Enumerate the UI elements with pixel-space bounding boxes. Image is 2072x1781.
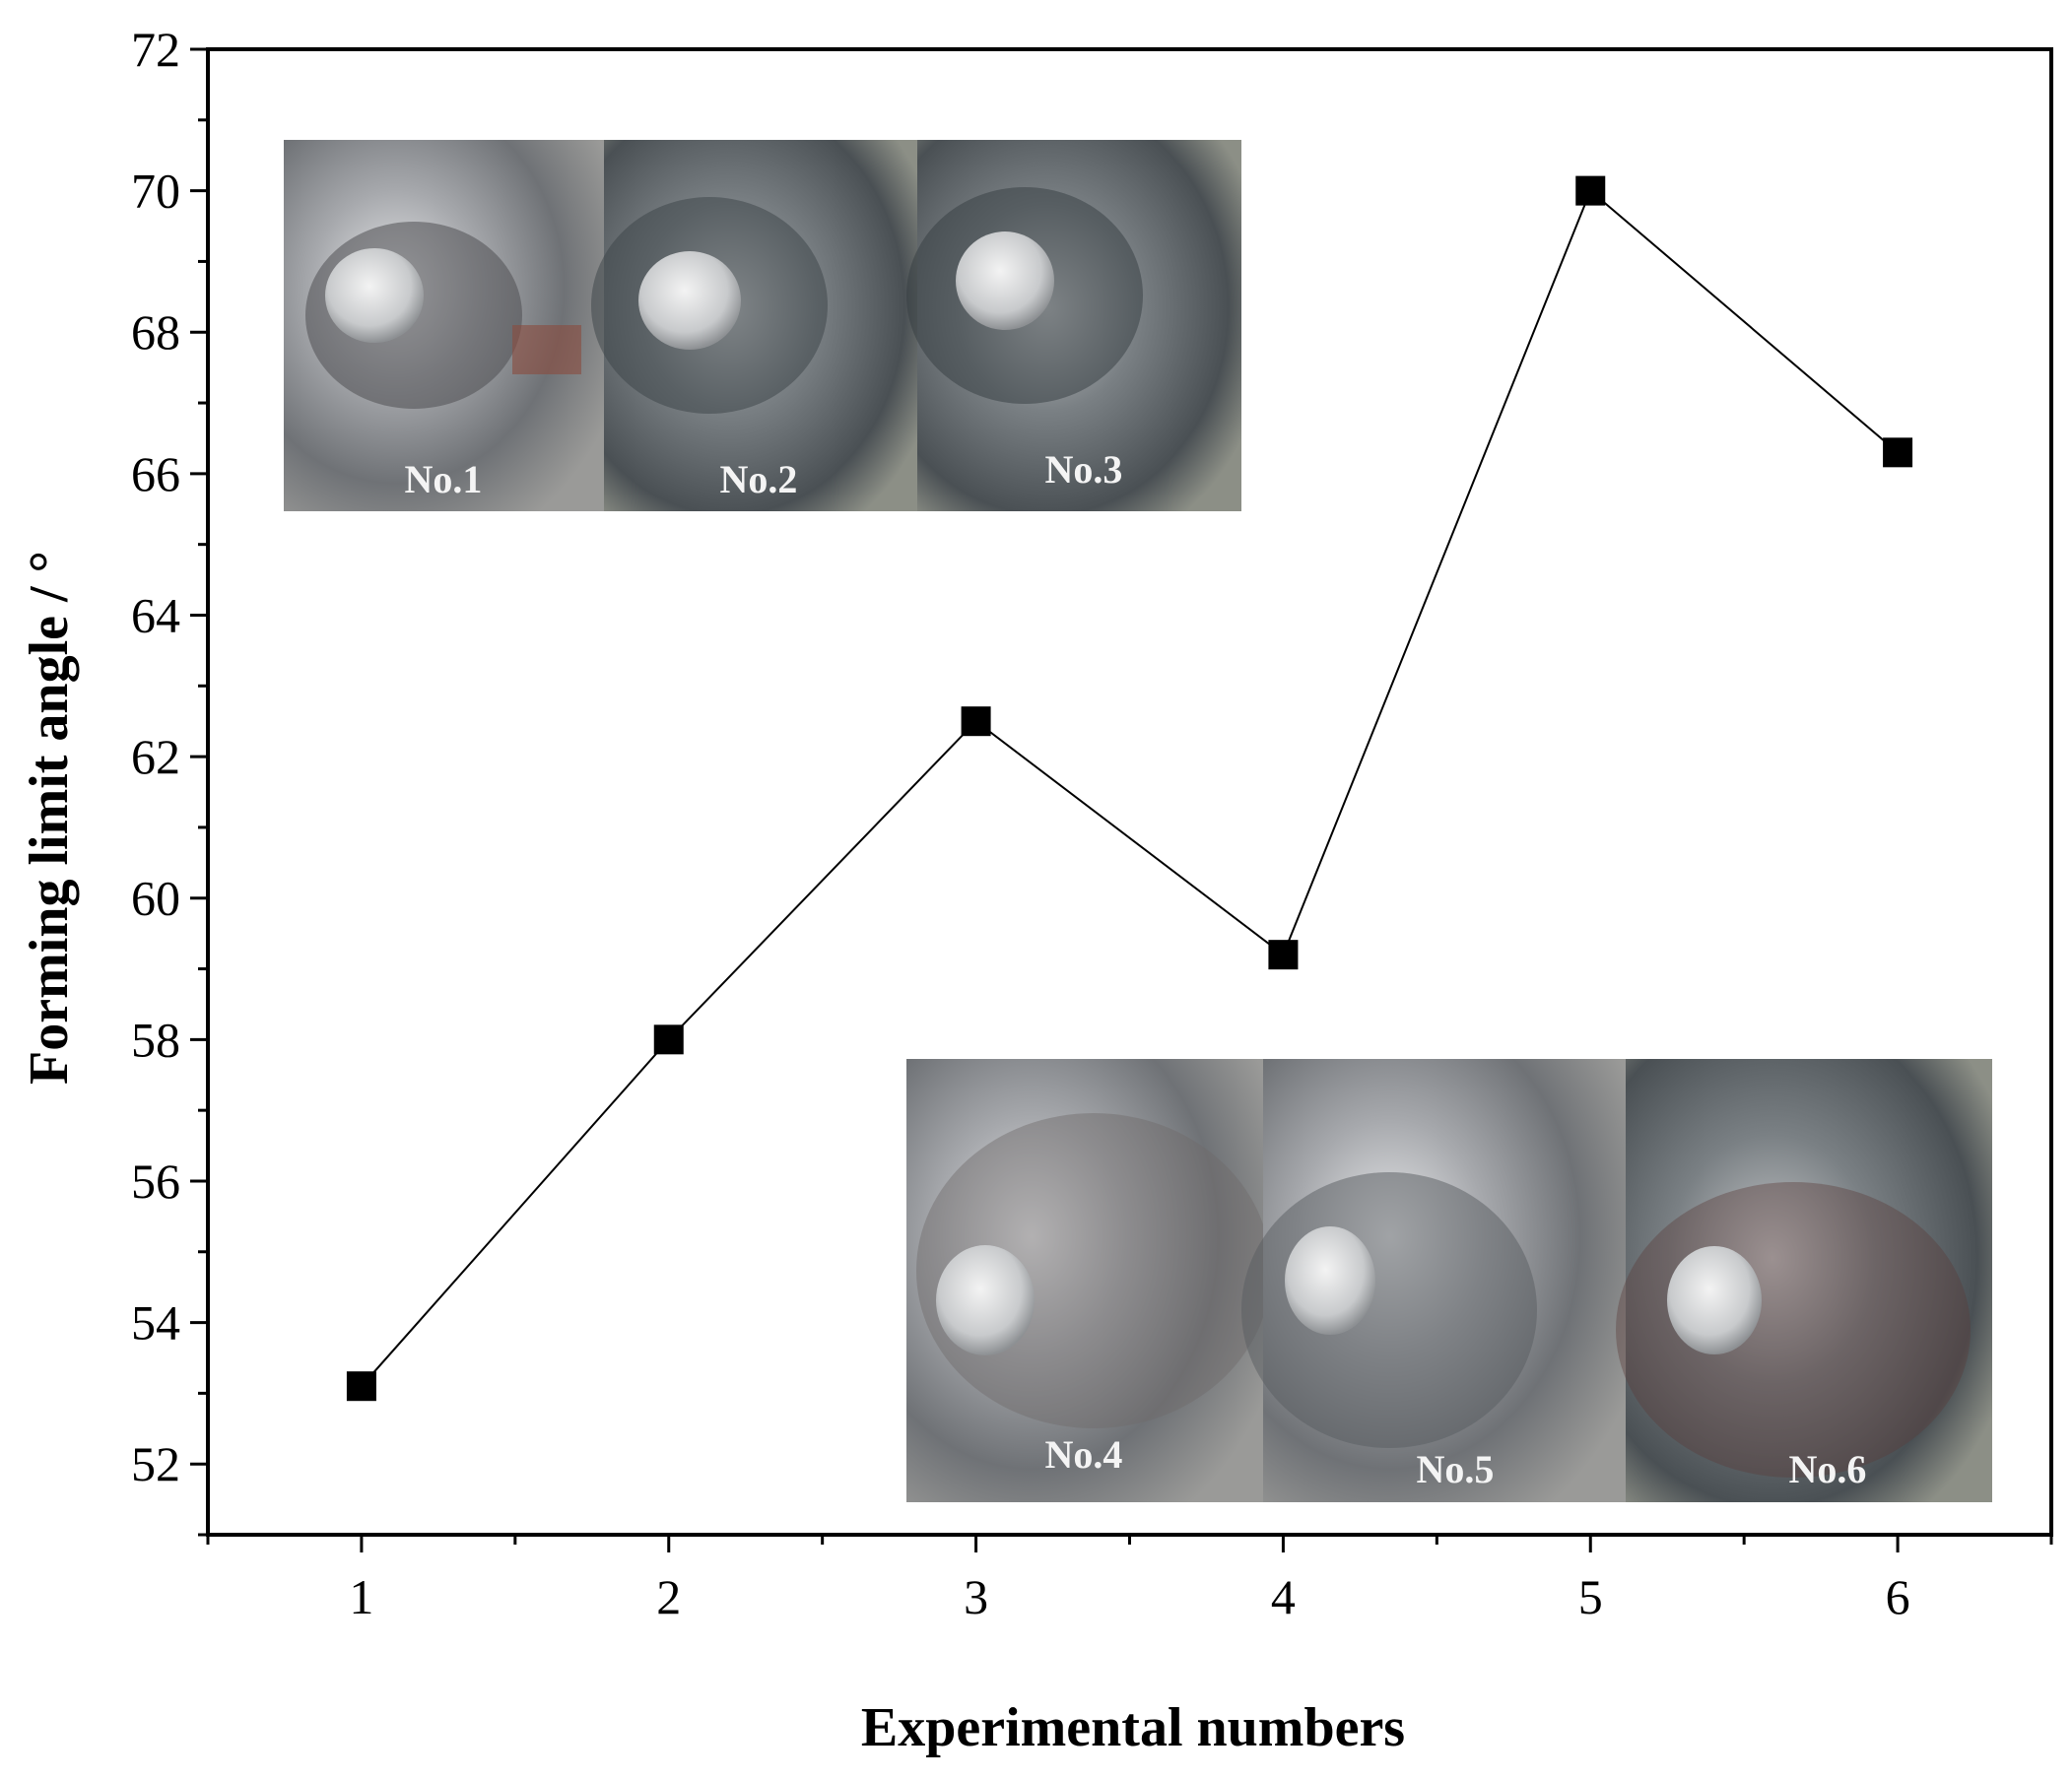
y-tick-label: 52 [131,1436,180,1491]
photo-label-no5: No.5 [1417,1447,1495,1491]
photo-label-no1: No.1 [405,457,483,501]
x-axis: 1 2 3 4 5 6 [206,1535,2053,1624]
inset-photos-bottom: No.4 No.5 No.6 [906,1059,1992,1502]
x-tick-label: 6 [1886,1569,1910,1624]
y-tick-label: 60 [131,871,180,926]
y-tick-label: 68 [131,304,180,360]
photo-no6: No.6 [1616,1059,1992,1502]
inset-photos-top: No.1 No.2 No.3 [284,140,1241,511]
y-tick-label: 54 [131,1295,180,1351]
y-axis: 52 54 56 58 60 62 64 66 68 70 72 [131,22,208,1537]
y-axis-title: Forming limit angle / ° [19,551,80,1085]
data-point [961,706,991,737]
x-tick-label: 5 [1578,1569,1603,1624]
y-tick-label: 70 [131,164,180,219]
series-line [361,188,1899,1387]
photo-no5: No.5 [1241,1059,1626,1502]
x-tick-label: 1 [349,1569,373,1624]
y-tick-label: 58 [131,1012,180,1067]
photo-no1: No.1 [284,140,604,511]
photo-no4: No.4 [906,1059,1271,1502]
data-point [1883,437,1913,468]
photo-no2: No.2 [591,140,917,511]
y-tick-label: 56 [131,1154,180,1209]
data-point [1575,175,1606,206]
photo-no3: No.3 [906,140,1241,511]
y-tick-label: 66 [131,446,180,501]
x-axis-title: Experimental numbers [861,1697,1405,1758]
data-point [653,1024,684,1055]
photo-label-no6: No.6 [1789,1447,1867,1491]
photo-label-no3: No.3 [1045,447,1123,492]
y-tick-label: 72 [131,22,180,77]
data-point [1268,940,1299,970]
data-point [346,1371,376,1402]
y-tick-label: 62 [131,729,180,784]
photo-label-no4: No.4 [1045,1432,1123,1477]
x-tick-label: 2 [656,1569,681,1624]
photo-label-no2: No.2 [720,457,798,501]
x-tick-label: 3 [964,1569,988,1624]
x-tick-label: 4 [1271,1569,1296,1624]
series-layer [346,175,1913,1402]
y-tick-label: 64 [131,587,180,642]
